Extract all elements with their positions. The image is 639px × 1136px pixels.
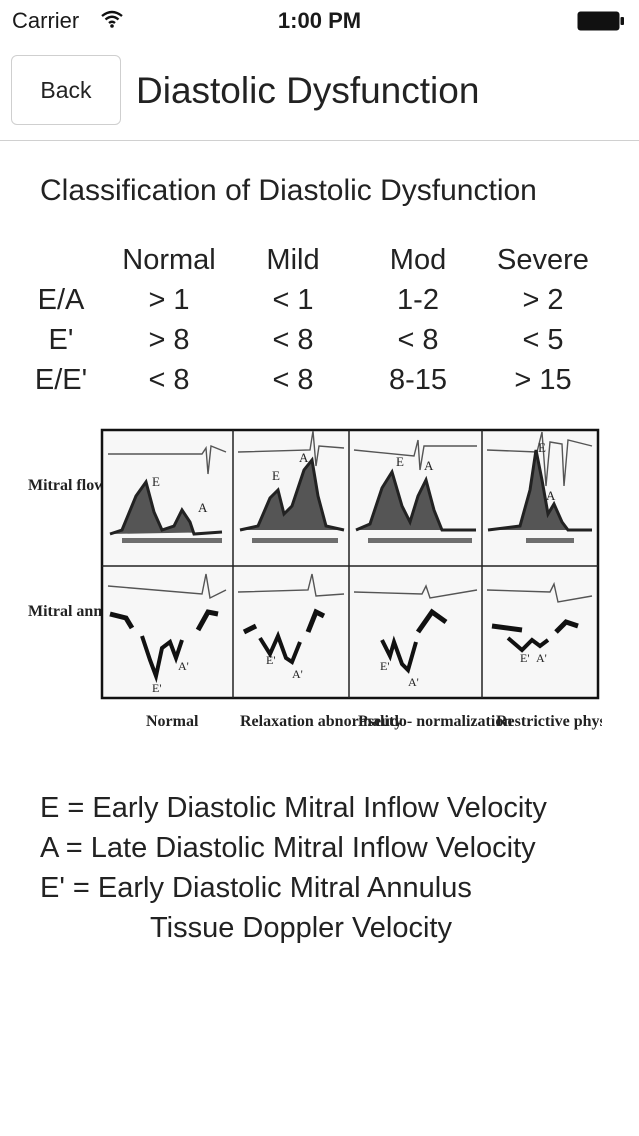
legend-e-prime-cont: Tissue Doppler Velocity [150,912,452,944]
peak-label-e-prime: E' [152,681,162,695]
column-label-relaxation: Relaxation abnormality [240,713,402,730]
navigation-bar: Back Diastolic Dysfunction [0,42,639,141]
peak-label-a-prime: A' [178,659,189,673]
peak-label-e-prime: E' [380,659,390,673]
table-cell: < 8 [148,364,190,396]
back-button[interactable]: Back [11,55,121,125]
table-cell: < 8 [397,324,439,356]
table-cell: 1-2 [397,284,439,316]
peak-label-e: E [538,440,546,455]
peak-label-a-prime: A' [408,675,419,689]
classification-title: Classification of Diastolic Dysfunction [40,174,537,207]
clock-time: 1:00 PM [277,8,362,33]
peak-label-a: A [198,500,208,515]
column-label-pseudo: Pseudo- normalization [358,713,512,730]
column-header-severe: Severe [497,244,589,276]
legend-e: E = Early Diastolic Mitral Inflow Veloci… [40,792,547,824]
table-cell: > 8 [148,324,190,356]
peak-label-e-prime: E' [520,651,530,665]
peak-label-e: E [272,468,280,483]
row-label-mitral-flow: Mitral flow [28,477,106,494]
peak-label-e: E [152,474,160,489]
table-cell: 8-15 [388,364,448,396]
figure-frame [100,428,600,700]
table-cell: > 1 [148,284,190,316]
page-title: Diastolic Dysfunction [136,70,480,111]
peak-label-a-prime: A' [292,667,303,681]
battery-icon [577,11,625,31]
peak-label-a: A [299,450,309,465]
peak-label-e: E [396,454,404,469]
peak-label-a: A [424,458,434,473]
row-label-e-a: E/A [37,284,85,316]
doppler-figure: Mitral flow Mitral annulus velocity E A … [28,428,602,730]
legend-e-prime: E' = Early Diastolic Mitral Annulus [40,872,472,904]
table-cell: < 8 [272,324,314,356]
wifi-icon [100,9,124,35]
column-header-normal: Normal [122,244,216,276]
table-cell: < 8 [272,364,314,396]
legend-a: A = Late Diastolic Mitral Inflow Velocit… [40,832,536,864]
peak-label-a: A [546,488,556,503]
carrier-label: Carrier [12,8,80,33]
column-header-mild: Mild [266,244,320,276]
peak-label-e-prime: E' [266,653,276,667]
table-cell: > 15 [514,364,572,396]
row-label-e-prime: E' [48,324,74,356]
table-cell: < 1 [272,284,314,316]
table-cell: > 2 [522,284,564,316]
table-cell: < 5 [522,324,564,356]
status-bar: Carrier 1:00 PM [0,0,639,42]
column-header-mod: Mod [389,244,447,276]
column-label-normal: Normal [146,713,199,730]
column-label-restrictive: Restrictive physiology [496,713,602,730]
row-label-e-over-e-prime: E/E' [34,364,88,396]
peak-label-a-prime: A' [536,651,547,665]
